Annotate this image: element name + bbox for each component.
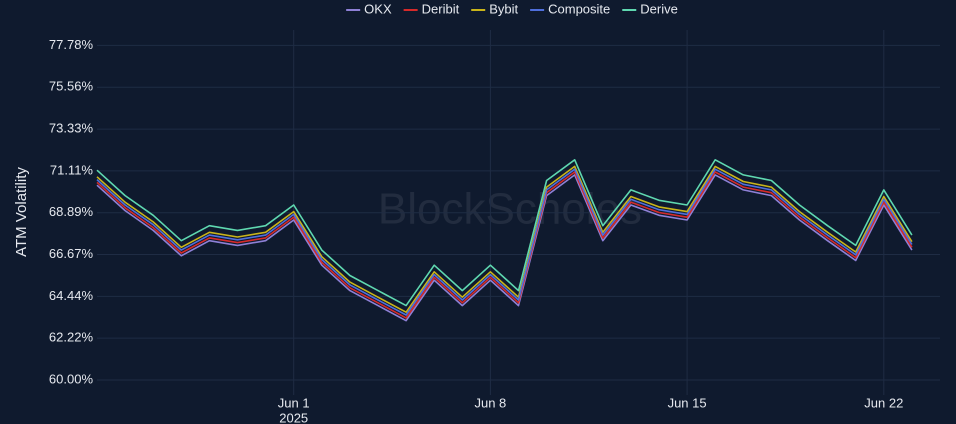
y-tick-label: 64.44% [49, 288, 94, 303]
y-tick-label: 77.78% [49, 37, 94, 52]
legend: OKX Deribit Bybit Composite Derive [346, 1, 678, 16]
legend-label: Bybit [489, 1, 518, 16]
series-line [96, 159, 913, 307]
y-tick-label: 71.11% [50, 162, 94, 177]
series-line [96, 171, 913, 319]
y-tick-label: 66.67% [49, 246, 94, 261]
x-tick-label: Jun 22 [864, 395, 903, 410]
y-tick-label: 73.33% [49, 121, 94, 136]
legend-label: Derive [640, 1, 678, 16]
y-tick-label: 62.22% [49, 330, 94, 345]
legend-label: OKX [364, 1, 392, 16]
x-tick-label: Jun 15 [668, 395, 707, 410]
series-line [96, 174, 913, 322]
x-tick-label: Jun 1 [278, 395, 310, 410]
series-line [96, 168, 913, 316]
y-tick-label: 60.00% [49, 371, 94, 386]
y-tick-label: 68.89% [49, 204, 94, 219]
legend-label: Deribit [422, 1, 460, 16]
x-tick-label: Jun 8 [474, 395, 506, 410]
y-tick-label: 75.56% [49, 79, 94, 94]
legend-label: Composite [548, 1, 610, 16]
series-line [96, 165, 913, 313]
x-year-label: 2025 [279, 410, 308, 424]
y-axis-title: ATM Volatility [13, 167, 30, 257]
